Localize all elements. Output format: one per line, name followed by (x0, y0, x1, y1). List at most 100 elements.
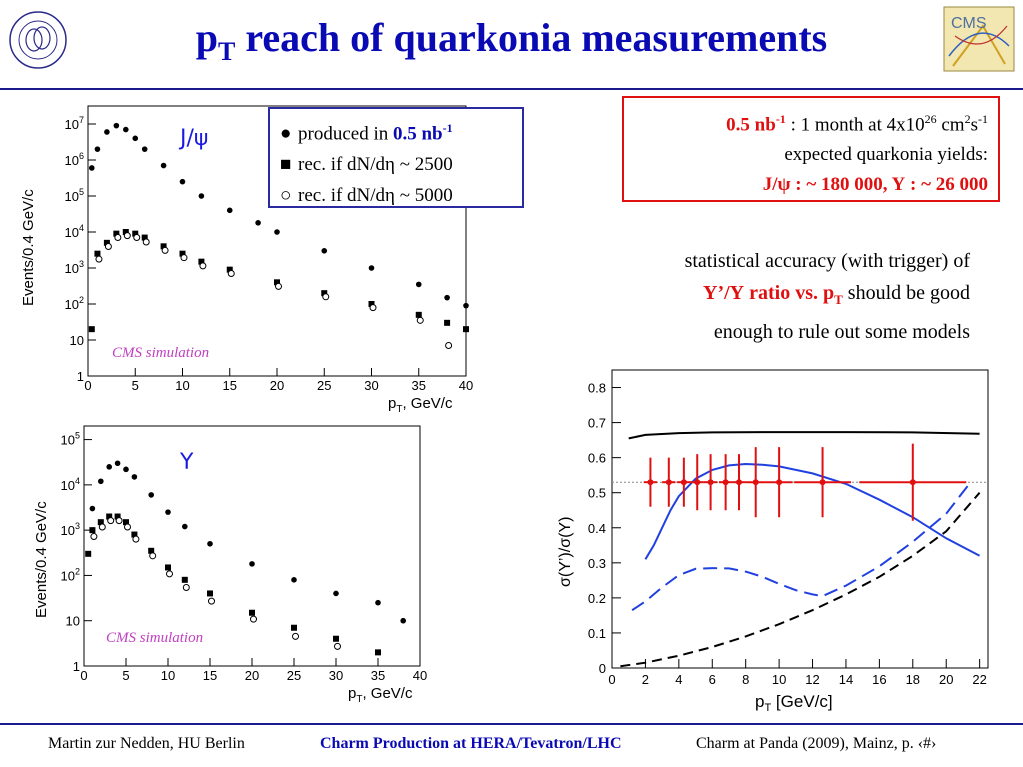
ratio-chart: 0 2 4 6 8 10 12 14 16 18 20 22 0 0.1 0.2 0.3 0.4 0.5 0.6 0.… (557, 369, 989, 714)
rec2500-point (321, 290, 328, 297)
produced-point (400, 617, 407, 624)
produced-point (113, 122, 120, 129)
rec2500-point (160, 243, 167, 250)
rec5000-point (142, 238, 150, 246)
x-tick-label: 0 (80, 668, 87, 683)
rec2500-point (131, 531, 138, 538)
x-tick-label: 18 (906, 672, 920, 687)
rec2500-point (181, 576, 188, 583)
cms-logo-icon: CMS (943, 6, 1015, 72)
luminosity-info-box: 0.5 nb-1 : 1 month at 4x1026 cm2s-1 expe… (622, 96, 1000, 202)
rec2500-point (226, 266, 233, 273)
y-tick-label: 106 (65, 151, 84, 168)
model-curve-solid-black (628, 431, 980, 440)
x-tick-label: 10 (772, 672, 786, 687)
header-divider (0, 88, 1023, 90)
rec5000-point (166, 570, 173, 578)
y-tick-label: 102 (61, 566, 80, 583)
x-tick-label: 35 (412, 378, 426, 393)
y-tick-label: 10 (66, 614, 80, 629)
y-tick-label: 0.7 (588, 416, 606, 431)
rec5000-point (161, 246, 169, 254)
upsilon-sim-label: CMS simulation (106, 630, 204, 646)
rec2500-point (179, 250, 186, 257)
rec2500-point (165, 564, 171, 571)
rec5000-point (416, 316, 424, 324)
produced-point (132, 135, 139, 142)
rec5000-point (95, 255, 103, 263)
y-tick-label: 107 (65, 115, 84, 132)
rec5000-point (292, 632, 299, 640)
rec5000-point (132, 535, 140, 543)
legend-row-5000: ○ rec. if dN/dη ~ 5000 (280, 180, 522, 211)
yields-heading: expected quarkonia yields: (784, 144, 988, 166)
rec2500-point (249, 609, 255, 616)
produced-point (98, 478, 104, 485)
rec2500-point (103, 239, 110, 246)
statement-line3: enough to rule out some models (713, 321, 970, 343)
x-tick-label: 40 (459, 378, 473, 393)
x-tick-label: 5 (132, 378, 139, 393)
rec2500-point (106, 513, 113, 520)
legend-row-2500: ■ rec. if dN/dη ~ 2500 (280, 149, 522, 180)
footer-author: Martin zur Nedden, HU Berlin (48, 735, 245, 752)
x-tick-label: 10 (175, 378, 189, 393)
footer-event: Charm at Panda (2009), Mainz, p. ‹#› (696, 735, 937, 752)
produced-point (88, 165, 95, 171)
x-tick-label: 20 (245, 668, 259, 683)
produced-point (415, 281, 422, 288)
series-legend: ● produced in 0.5 nb-1 ■ rec. if dN/dη ~ 2… (268, 107, 524, 208)
rec2500-point (132, 230, 139, 237)
x-tick-label: 35 (371, 668, 385, 683)
model-curve-dashed-black (620, 492, 981, 668)
rec5000-point (90, 533, 98, 541)
rec2500-point (123, 519, 129, 526)
ratio-point (680, 479, 687, 486)
rec5000-point (115, 517, 123, 525)
produced-point (131, 474, 138, 480)
x-tick-label: 10 (161, 668, 175, 683)
y-tick-label: 0.5 (588, 486, 606, 501)
ratio-point (694, 479, 701, 486)
svg-text:CMS: CMS (951, 15, 987, 32)
ratio-point (736, 479, 743, 486)
rec5000-point (114, 233, 122, 241)
rec2500-point (463, 326, 469, 333)
x-tick-label: 0 (84, 378, 91, 393)
y-tick-label: 103 (61, 521, 80, 538)
y-tick-label: 104 (65, 223, 84, 240)
rec5000-point (107, 517, 115, 525)
produced-point (463, 302, 469, 309)
ratio-point (776, 479, 783, 486)
lumi-line: 0.5 nb-1 : 1 month at 4x1026 cm2s-1 (726, 112, 988, 136)
rec2500-point (85, 550, 92, 557)
rec5000-point (275, 282, 282, 290)
produced-point (274, 229, 280, 235)
y-tick-label: 0.4 (588, 521, 606, 536)
produced-point (148, 492, 154, 498)
rec5000-point (133, 233, 141, 241)
produced-point (255, 220, 261, 226)
x-tick-label: 4 (675, 672, 682, 687)
produced-point (141, 146, 148, 152)
rec2500-point (113, 230, 120, 237)
rec2500-point (444, 319, 451, 326)
ratio-point (647, 479, 654, 486)
upsilon-chart: 0 5 10 15 20 25 30 35 40 1 10 102 103 104 105 Events/0… (33, 425, 427, 705)
y-tick-label: 0.8 (588, 381, 606, 396)
ratio-point (752, 479, 759, 486)
x-tick-label: 16 (872, 672, 886, 687)
jpsi-xlabel: pT, GeV/c (388, 395, 453, 414)
jpsi-particle-label: J/ψ (180, 126, 209, 151)
rec5000-point (445, 341, 453, 349)
cms-logo: CMS (943, 6, 1015, 77)
produced-point (321, 248, 328, 254)
footer-divider (0, 723, 1023, 725)
rec5000-point (180, 254, 188, 262)
rec5000-point (369, 304, 377, 312)
produced-point (198, 193, 205, 199)
rec2500-point (141, 234, 148, 241)
rec2500-point (97, 519, 104, 526)
produced-point (89, 505, 96, 512)
rec5000-point (199, 262, 207, 270)
